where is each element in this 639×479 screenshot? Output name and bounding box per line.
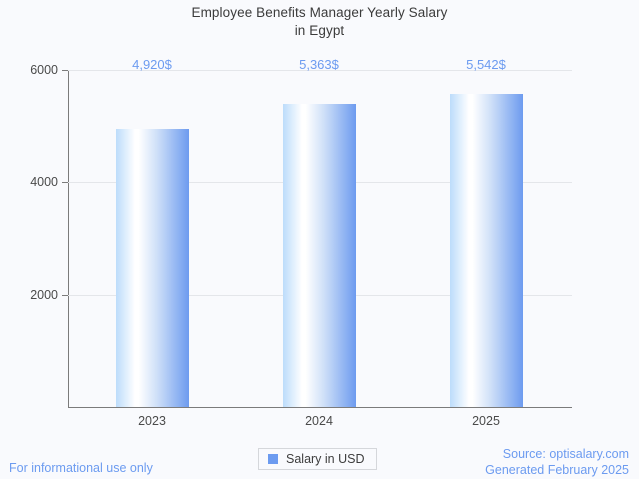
- bar-value-label-2023: 4,920$: [132, 57, 172, 72]
- bar-value-label-2024: 5,363$: [299, 57, 339, 72]
- disclaimer-text: For informational use only: [9, 461, 153, 475]
- chart-title-line-2: in Egypt: [294, 23, 345, 38]
- chart-title-line-1: Employee Benefits Manager Yearly Salary: [191, 5, 448, 20]
- y-tick-mark-2000: [62, 295, 68, 296]
- y-tick-mark-4000: [62, 182, 68, 183]
- x-axis-line: [68, 407, 572, 408]
- x-tick-label-2023: 2023: [138, 414, 166, 428]
- plot-area: [68, 70, 572, 407]
- y-tick-label-2000: 2000: [30, 288, 58, 302]
- source-text: Source: optisalary.com: [502, 447, 629, 461]
- bar-2023[interactable]: [116, 129, 189, 407]
- chart-legend[interactable]: Salary in USD: [258, 448, 377, 470]
- legend-swatch-icon: [268, 454, 278, 464]
- x-tick-label-2024: 2024: [305, 414, 333, 428]
- chart-title: Employee Benefits Manager Yearly Salary …: [0, 4, 639, 40]
- gridline-6000: [68, 70, 572, 71]
- y-tick-mark-6000: [62, 70, 68, 71]
- y-tick-label-4000: 4000: [30, 175, 58, 189]
- bar-value-label-2025: 5,542$: [466, 57, 506, 72]
- y-tick-label-6000: 6000: [30, 63, 58, 77]
- y-axis-line: [68, 70, 69, 408]
- x-tick-label-2025: 2025: [472, 414, 500, 428]
- legend-item-label: Salary in USD: [286, 451, 365, 466]
- generated-date-text: Generated February 2025: [485, 463, 629, 477]
- bar-2025[interactable]: [450, 94, 523, 407]
- bar-2024[interactable]: [283, 104, 356, 407]
- source-attribution: Source: optisalary.com Generated Februar…: [485, 446, 629, 478]
